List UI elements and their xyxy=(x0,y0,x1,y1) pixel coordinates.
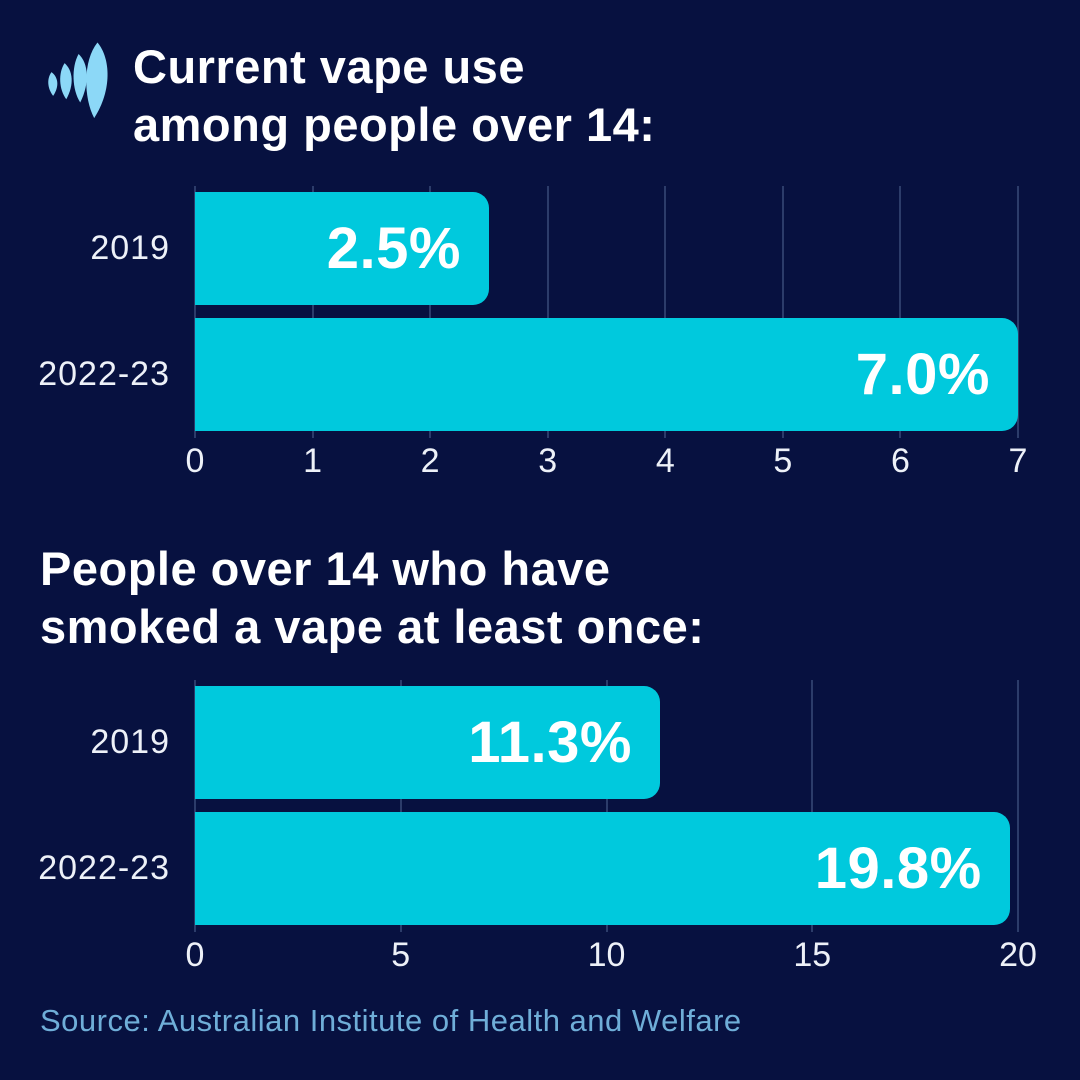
category-label-2019: 2019 xyxy=(90,229,170,267)
bar-row: 2.5% xyxy=(195,192,1018,305)
gridline xyxy=(664,186,667,438)
bar-value-label: 11.3% xyxy=(468,710,632,775)
category-label-2022-23: 2022-23 xyxy=(38,355,170,393)
gridline xyxy=(399,680,402,932)
chart2-plot-area: 0 5 10 15 20 11.3% 19.8% xyxy=(186,680,1037,974)
bar-row: 7.0% xyxy=(195,318,1018,431)
x-axis-tick-label: 2 xyxy=(420,442,440,480)
chart-ever-vaped: 0 5 10 15 20 11.3% 19.8% 2019 2022-23 xyxy=(0,680,1080,984)
x-axis-tick-label: 4 xyxy=(655,442,675,480)
sbs-logo-icon xyxy=(48,42,108,119)
bar-row: 11.3% xyxy=(195,686,1018,799)
gridline xyxy=(811,680,814,932)
bar-row: 19.8% xyxy=(195,812,1018,925)
gridline xyxy=(1017,186,1019,438)
bar-value-label: 2.5% xyxy=(326,216,461,281)
x-axis-tick-label: 15 xyxy=(793,936,832,974)
chart2-title-line1: People over 14 who have xyxy=(40,542,611,595)
x-axis-tick-label: 5 xyxy=(391,936,411,974)
gridline xyxy=(899,186,902,438)
chart2-title: People over 14 who have smoked a vape at… xyxy=(40,540,704,656)
gridline xyxy=(311,186,314,438)
bar-2022-23: 19.8% xyxy=(195,812,1010,925)
chart1-title-line2: among people over 14: xyxy=(133,98,656,151)
bar-value-label: 7.0% xyxy=(855,342,990,407)
source-note: Source: Australian Institute of Health a… xyxy=(40,1003,742,1038)
x-axis-tick-label: 0 xyxy=(185,442,205,480)
gridline xyxy=(1017,680,1019,932)
gridline xyxy=(194,186,196,438)
chart1-title-line1: Current vape use xyxy=(133,40,525,93)
x-axis-tick-label: 1 xyxy=(303,442,323,480)
chart-current-vape-use: 0 1 2 3 4 5 6 7 2.5% 7.0% 2019 2022-23 xyxy=(0,186,1080,490)
chart2-title-line2: smoked a vape at least once: xyxy=(40,600,705,653)
x-axis-tick-label: 0 xyxy=(185,936,205,974)
x-axis-tick-label: 10 xyxy=(587,936,626,974)
gridline xyxy=(781,186,784,438)
gridline xyxy=(546,186,549,438)
bar-2019: 2.5% xyxy=(195,192,489,305)
category-label-2019: 2019 xyxy=(90,723,170,761)
gridline xyxy=(605,680,608,932)
x-axis-tick-label: 7 xyxy=(1008,442,1028,480)
bar-2019: 11.3% xyxy=(195,686,660,799)
bar-2022-23: 7.0% xyxy=(195,318,1018,431)
x-axis-tick-label: 20 xyxy=(999,936,1037,974)
x-axis-tick-label: 3 xyxy=(538,442,558,480)
x-axis-tick-label: 5 xyxy=(773,442,793,480)
bar-value-label: 19.8% xyxy=(814,836,982,901)
x-axis-tick-label: 6 xyxy=(890,442,910,480)
gridline xyxy=(429,186,432,438)
category-label-2022-23: 2022-23 xyxy=(38,849,170,887)
chart1-plot-area: 0 1 2 3 4 5 6 7 2.5% 7.0% xyxy=(186,186,1027,480)
gridline xyxy=(194,680,196,932)
chart1-title: Current vape use among people over 14: xyxy=(133,38,655,154)
